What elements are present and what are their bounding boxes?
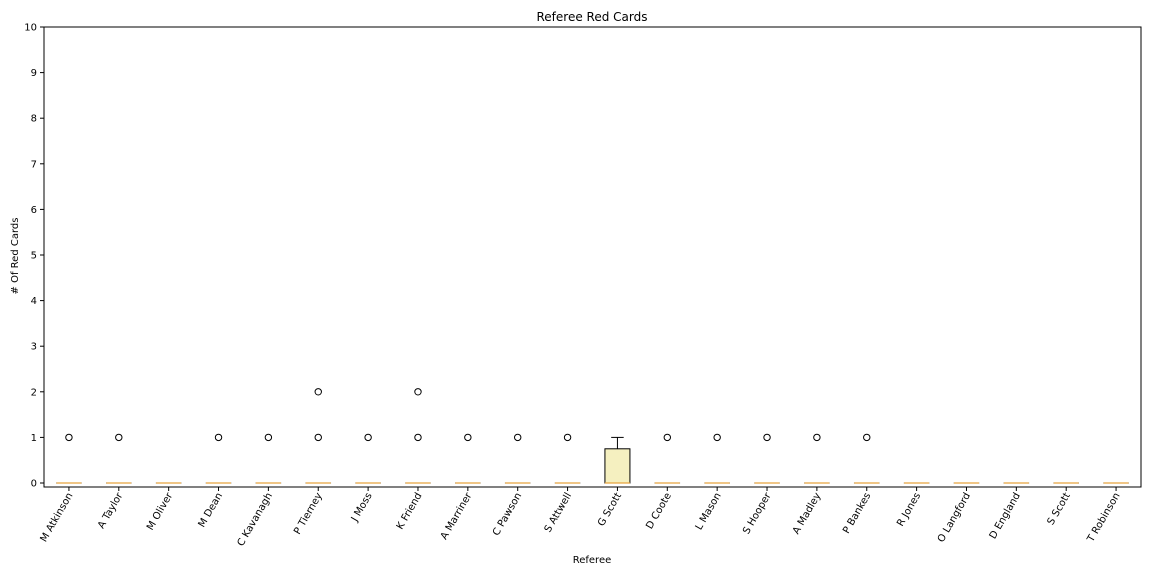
outlier-point xyxy=(314,388,322,396)
plot-area: 0 1 2 3 4 5 6 7 8 9 10 M Atkinson A Taylor M Oliver M … xyxy=(24,23,1129,548)
x-tick-label: K Friend xyxy=(395,491,425,532)
x-tick-label: D Coote xyxy=(644,491,674,531)
outlier-point xyxy=(115,433,123,442)
x-tick-label: L Mason xyxy=(694,491,724,532)
y-tick-label: 2 xyxy=(31,387,37,398)
x-tick-label: M Dean xyxy=(197,491,226,530)
y-tick-label: 8 xyxy=(31,114,37,125)
y-tick-label: 3 xyxy=(31,342,37,353)
y-axis-label: # Of Red Cards xyxy=(10,218,21,295)
outlier-point xyxy=(414,388,422,396)
x-tick-label: R Jones xyxy=(895,491,923,528)
x-tick-label: M Atkinson xyxy=(39,491,76,544)
x-tick-label: M Oliver xyxy=(145,490,176,532)
y-tick-label: 1 xyxy=(31,433,37,444)
outlier-point xyxy=(314,433,322,442)
outlier-point xyxy=(813,433,821,442)
plot-frame xyxy=(43,26,1142,488)
outlier-point xyxy=(713,433,721,442)
x-tick-label: S Scott xyxy=(1046,491,1073,527)
outlier-point xyxy=(464,433,472,442)
outlier-point xyxy=(65,433,73,442)
x-tick-label: O Langford xyxy=(936,491,973,544)
y-tick-label: 7 xyxy=(31,159,37,170)
outlier-point xyxy=(763,433,771,442)
x-tick-label: C Pawson xyxy=(491,491,524,538)
outlier-point xyxy=(214,433,223,442)
x-tick-label: C Kavanagh xyxy=(236,491,275,548)
outlier-point xyxy=(264,433,273,442)
x-tick-label: P Bankes xyxy=(841,491,873,536)
x-tick-label: D England xyxy=(988,491,1023,541)
x-axis-label: Referee xyxy=(573,555,612,566)
outlier-point xyxy=(563,433,572,442)
x-tick-label: S Attwell xyxy=(543,491,574,535)
x-tick-label: A Marriner xyxy=(439,490,475,541)
x-tick-label: J Moss xyxy=(349,491,375,524)
y-tick-label: 9 xyxy=(31,68,37,79)
outlier-point xyxy=(863,433,871,442)
outlier-point xyxy=(364,433,372,442)
x-tick-label: G Scott xyxy=(596,491,624,528)
x-tick-label: T Robinson xyxy=(1085,491,1123,545)
y-tick-label: 6 xyxy=(31,205,37,216)
x-tick-label: P Tierney xyxy=(292,491,325,537)
x-tick-label: S Hooper xyxy=(741,490,774,536)
box xyxy=(604,448,631,484)
y-tick-label: 4 xyxy=(31,296,37,307)
x-tick-label: A Taylor xyxy=(96,490,126,531)
outlier-point xyxy=(414,433,422,442)
outlier-point xyxy=(663,433,671,442)
y-tick-label: 10 xyxy=(24,23,37,34)
x-tick-label: A Madley xyxy=(791,491,824,536)
y-tick-label: 5 xyxy=(31,251,37,262)
y-tick-label: 0 xyxy=(31,479,37,490)
outlier-point xyxy=(514,433,522,442)
chart-title: Referee Red Cards xyxy=(537,10,648,24)
